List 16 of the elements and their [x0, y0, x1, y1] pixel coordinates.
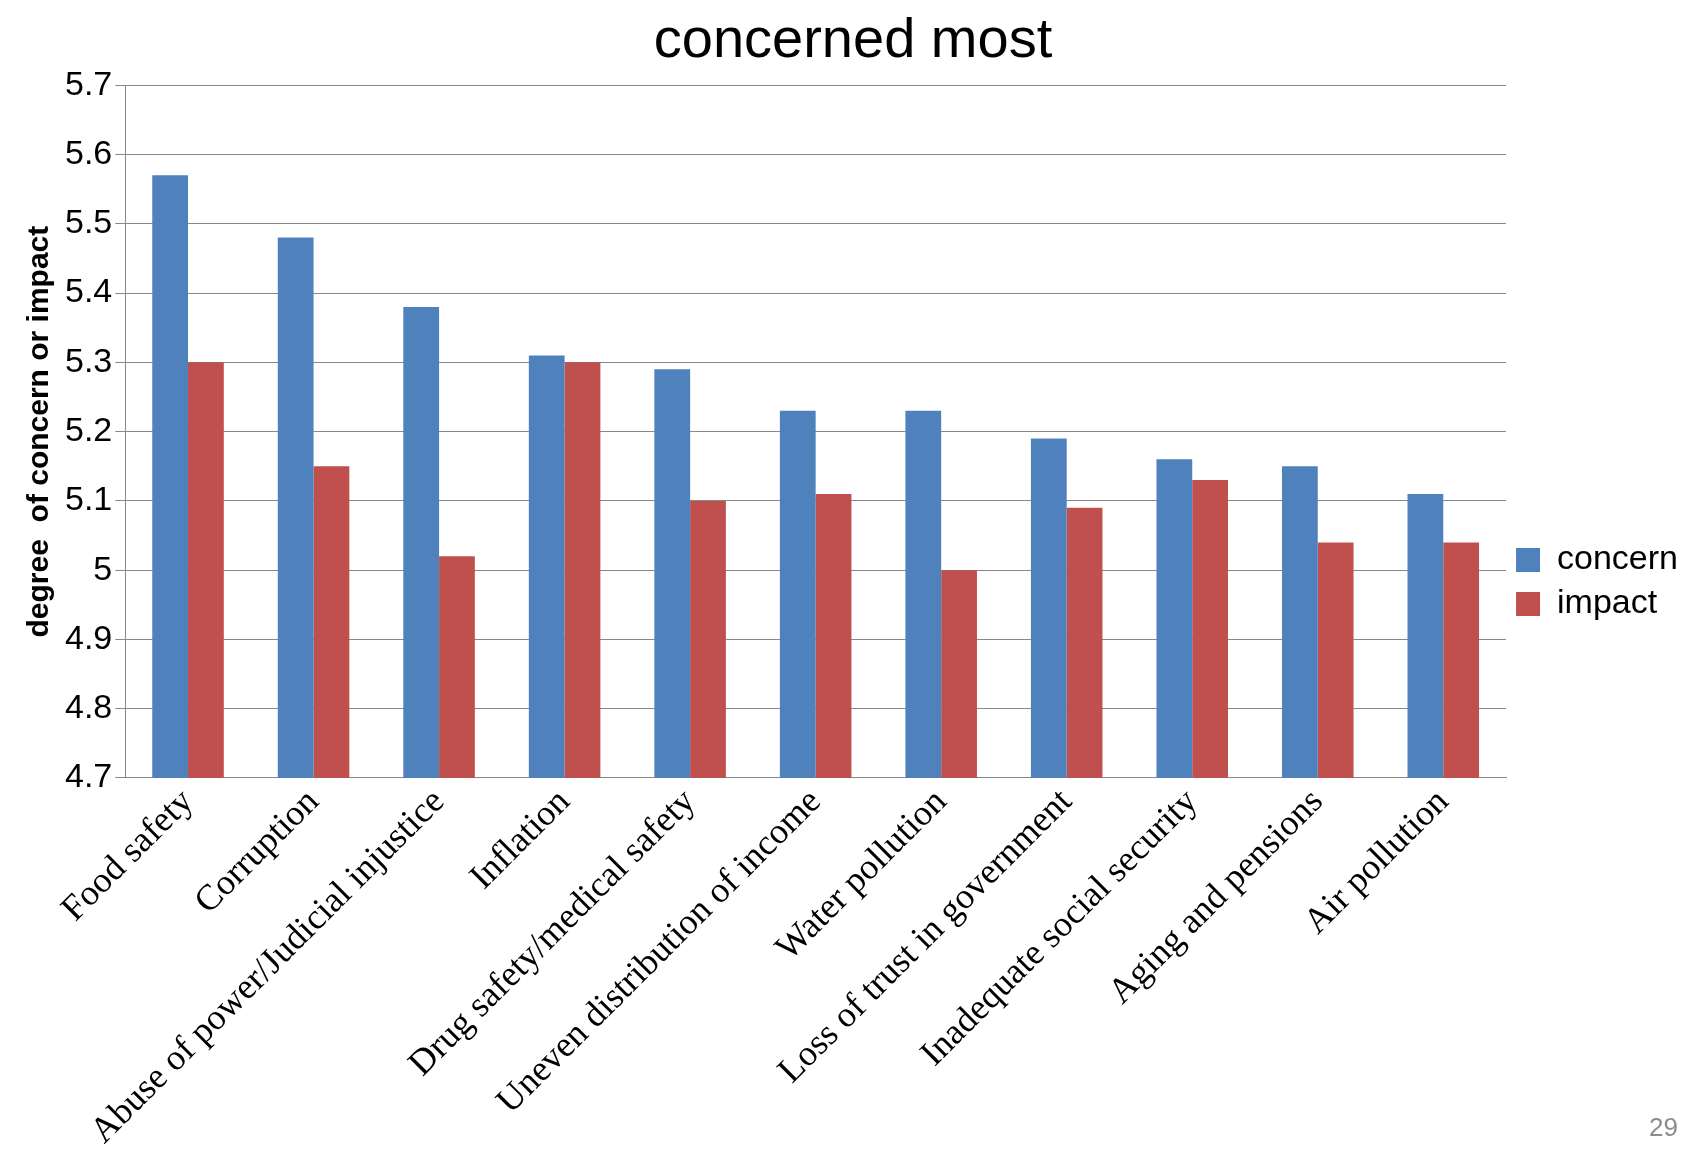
y-tick-label: 4.9: [65, 617, 113, 656]
legend-label: impact: [1557, 582, 1658, 621]
y-tick-label: 5.3: [65, 340, 113, 379]
chart-title: concerned most: [653, 6, 1053, 70]
y-tick-label: 5.2: [65, 409, 113, 448]
text: 29: [1649, 1112, 1678, 1142]
y-tick-label: 4.7: [65, 756, 113, 795]
y-axis-title: degree of concern or impact: [21, 225, 55, 638]
y-tick-label: 5: [93, 548, 113, 587]
y-tick-label: 5.7: [65, 63, 113, 102]
y-tick-label: 5.5: [65, 202, 113, 241]
y-tick-label: 5.1: [65, 479, 113, 518]
y-tick-label: 5.6: [65, 132, 113, 171]
y-tick-label: 4.8: [65, 687, 113, 726]
y-tick-label: 5.4: [65, 271, 113, 310]
legend-label: concern: [1557, 538, 1679, 577]
